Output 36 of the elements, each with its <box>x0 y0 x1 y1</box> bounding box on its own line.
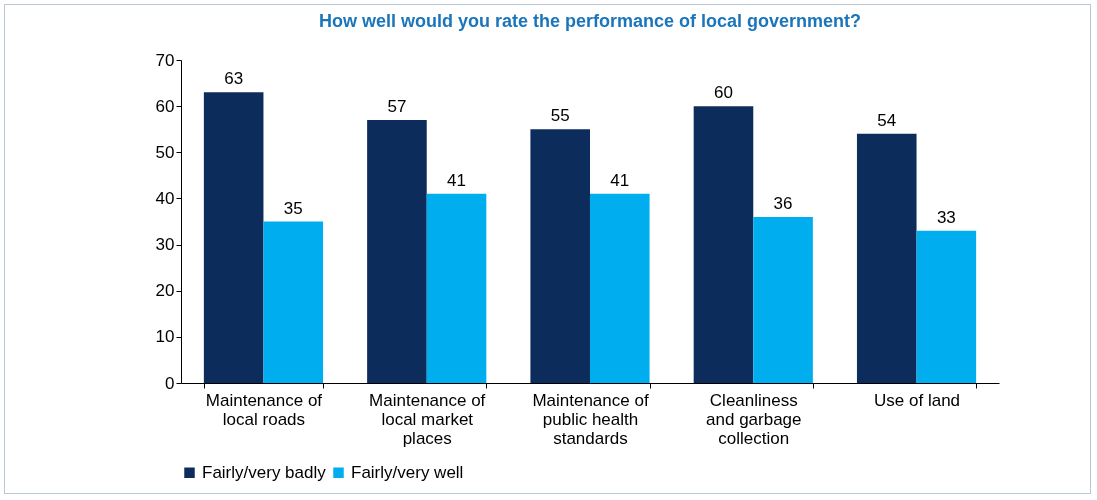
bar <box>426 193 487 383</box>
data-label: 63 <box>224 69 244 89</box>
data-label: 36 <box>773 193 793 213</box>
bar <box>856 133 917 383</box>
chart-title: How well would you rate the performance of local government? <box>318 11 862 31</box>
data-label: 55 <box>550 106 570 126</box>
bar <box>693 106 754 383</box>
legend-label: Fairly/very well <box>351 462 464 482</box>
legend-label: Fairly/very badly <box>202 462 327 482</box>
bar <box>916 230 977 383</box>
x-tick-label: Use of land <box>874 390 961 410</box>
y-tick-label: 50 <box>155 142 175 162</box>
y-tick-label: 30 <box>155 235 175 255</box>
y-tick-label: 40 <box>155 188 175 208</box>
x-tick-label: Cleanliness and garbage collection <box>706 390 802 448</box>
bar <box>753 216 813 383</box>
bar <box>530 129 590 383</box>
data-label: 41 <box>610 170 630 190</box>
y-tick-label: 60 <box>155 96 175 116</box>
bar <box>203 92 264 383</box>
x-tick-label: Maintenance of local roads <box>205 390 323 429</box>
y-tick-label: 20 <box>155 281 175 301</box>
bar <box>590 193 650 383</box>
data-label: 57 <box>387 96 407 116</box>
y-tick-label: 10 <box>155 327 175 347</box>
bar <box>367 119 427 383</box>
y-tick-label: 70 <box>155 50 175 70</box>
bar <box>263 221 324 383</box>
data-label: 33 <box>936 207 956 227</box>
x-tick-label: Maintenance of local market places <box>369 390 486 448</box>
data-label: 35 <box>283 198 303 218</box>
data-label: 41 <box>447 170 466 190</box>
data-label: 60 <box>714 83 733 103</box>
x-tick-label: Maintenance of public health standards <box>532 390 649 448</box>
data-label: 54 <box>877 110 897 130</box>
y-tick-label: 0 <box>165 373 175 393</box>
